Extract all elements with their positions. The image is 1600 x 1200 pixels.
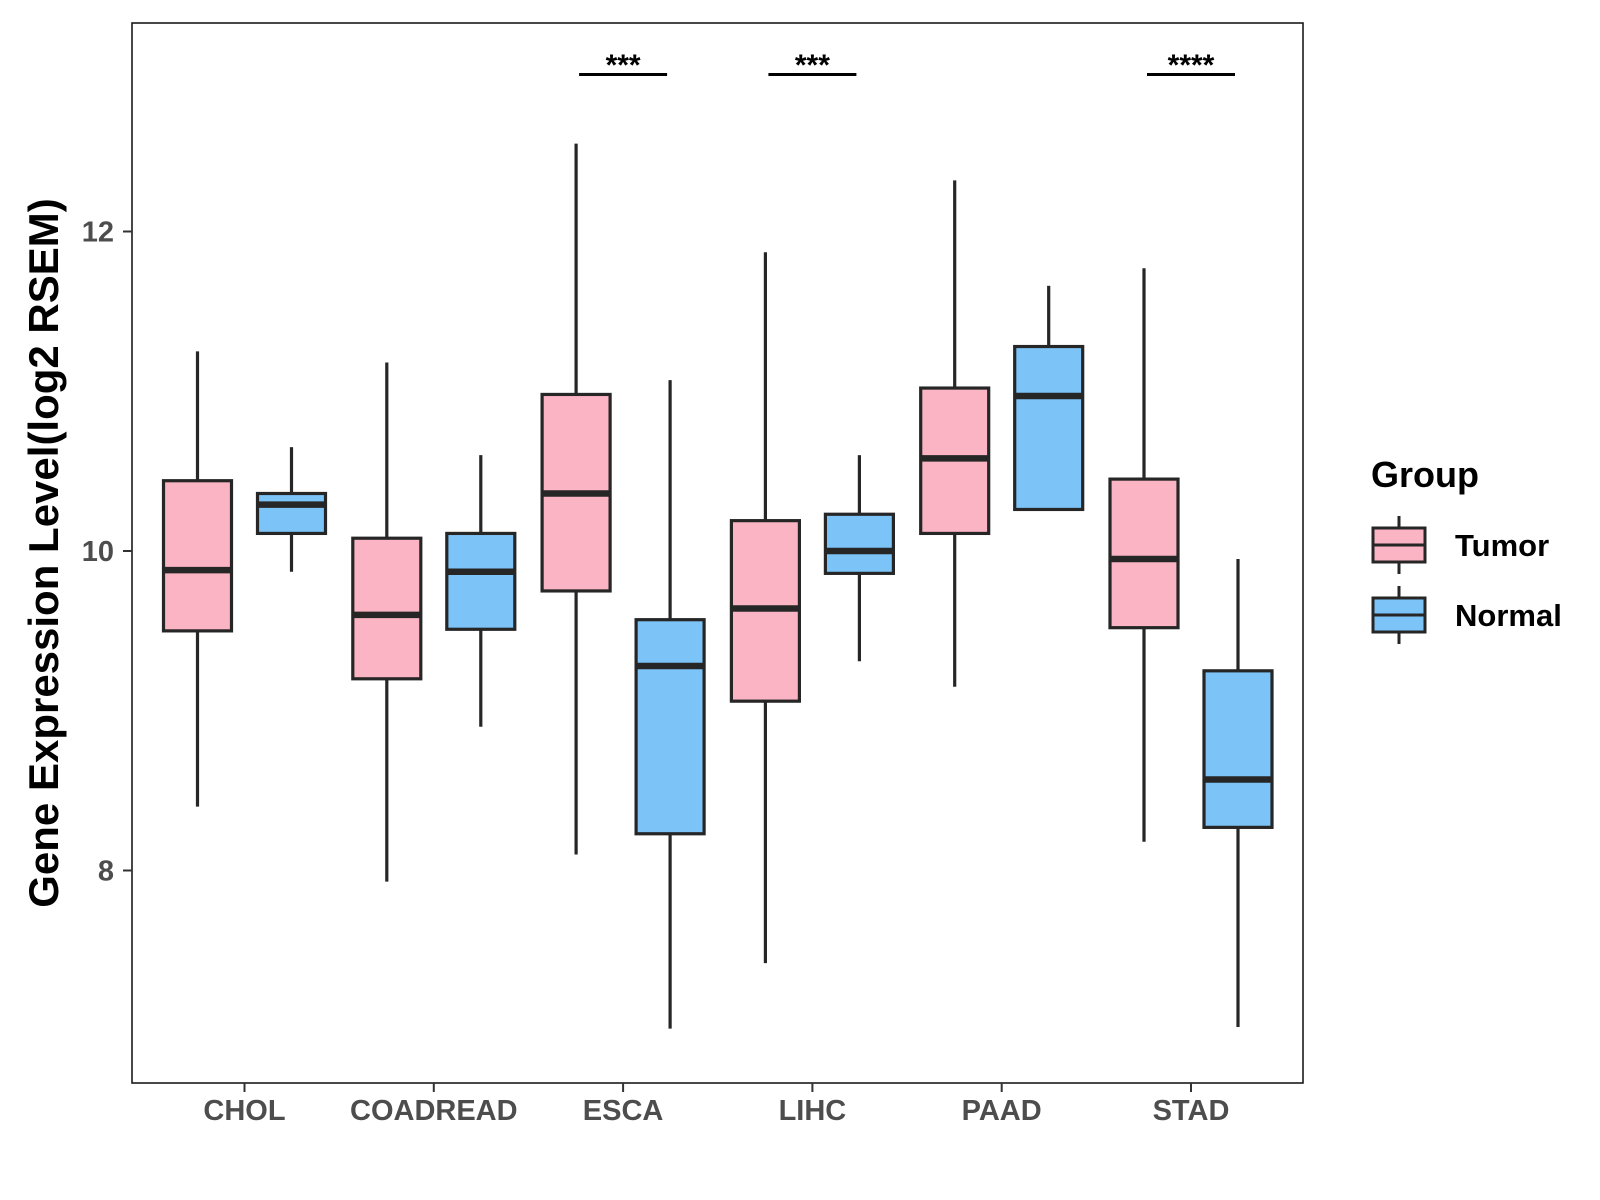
box-iqr bbox=[351, 536, 423, 681]
box-iqr bbox=[823, 512, 896, 575]
legend-label: Tumor bbox=[1455, 528, 1549, 563]
box-normal-coadread bbox=[445, 455, 517, 727]
box-normal-chol bbox=[255, 447, 328, 572]
box-tumor-chol bbox=[161, 351, 234, 807]
chart-marks: *** *** **** bbox=[161, 49, 1274, 1029]
box-normal-lihc bbox=[823, 455, 896, 662]
significance-esca: *** bbox=[579, 49, 668, 82]
box-tumor-paad bbox=[919, 180, 991, 687]
significance-label: *** bbox=[606, 49, 641, 82]
box-tumor-lihc bbox=[729, 252, 802, 964]
significance-stad: **** bbox=[1147, 49, 1235, 82]
x-tick-label-esca: ESCA bbox=[583, 1095, 664, 1127]
y-axis-title: Gene Expression Level(log2 RSEM) bbox=[20, 198, 67, 908]
legend-label: Normal bbox=[1455, 598, 1562, 633]
box-iqr bbox=[161, 479, 234, 633]
box-normal-stad bbox=[1202, 558, 1274, 1028]
box-normal-esca bbox=[634, 380, 706, 1029]
x-tick-label-coadread: COADREAD bbox=[350, 1095, 518, 1127]
box-iqr bbox=[1202, 669, 1274, 829]
legend-title: Group bbox=[1371, 454, 1479, 495]
box-tumor-coadread bbox=[351, 362, 423, 882]
legend-item-normal: Normal bbox=[1371, 586, 1562, 644]
box-normal-paad bbox=[1013, 285, 1085, 512]
plot-panel bbox=[131, 22, 1304, 1084]
box-tumor-esca bbox=[540, 143, 612, 855]
significance-label: *** bbox=[795, 49, 830, 82]
significance-label: **** bbox=[1168, 49, 1215, 82]
y-tick-label-8: 8 bbox=[98, 856, 114, 888]
x-tick-label-paad: PAAD bbox=[962, 1095, 1042, 1127]
legend: Group Tumor Normal bbox=[1371, 454, 1562, 644]
box-iqr bbox=[634, 618, 706, 836]
legend-item-tumor: Tumor bbox=[1371, 516, 1549, 574]
box-iqr bbox=[445, 531, 517, 631]
significance-lihc: *** bbox=[768, 49, 857, 82]
box-tumor-stad bbox=[1108, 268, 1180, 842]
x-tick-label-stad: STAD bbox=[1153, 1095, 1230, 1127]
x-tick-label-chol: CHOL bbox=[203, 1095, 285, 1127]
box-iqr bbox=[255, 491, 328, 536]
y-tick-label-12: 12 bbox=[82, 217, 114, 249]
box-iqr bbox=[1108, 477, 1180, 630]
chart-axes: 8 10 12 CHOL COADREAD ESCA LIHC PAAD STAD bbox=[82, 217, 1230, 1128]
x-tick-label-lihc: LIHC bbox=[779, 1095, 847, 1127]
box-iqr bbox=[1013, 344, 1085, 512]
y-tick-label-10: 10 bbox=[82, 536, 114, 568]
